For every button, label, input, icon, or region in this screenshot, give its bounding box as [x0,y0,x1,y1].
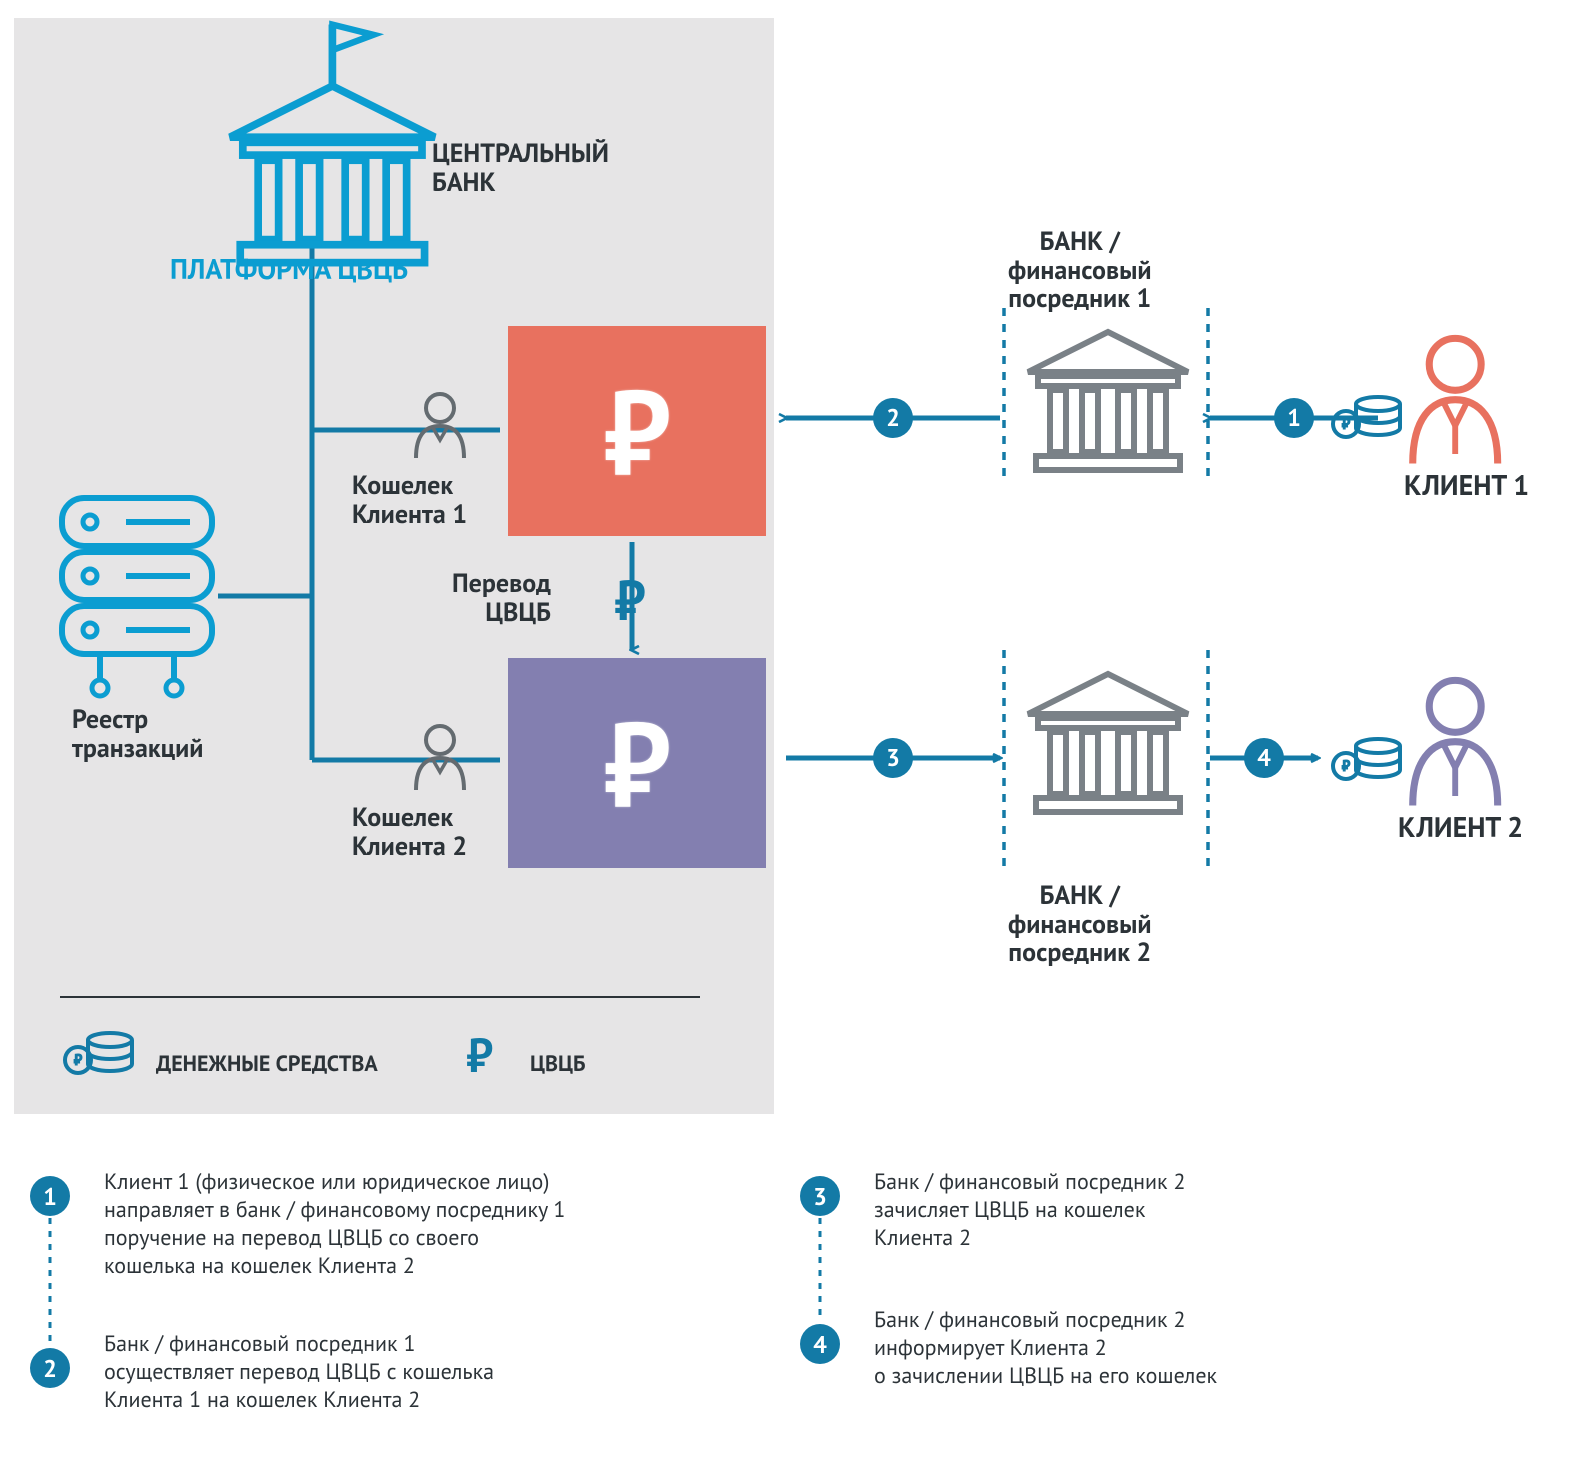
bank1-icon [1028,332,1188,470]
wallet1-ruble-icon: ₽ [603,354,671,509]
svg-text:2: 2 [886,402,900,433]
platform-label: ПЛАТФОРМА ЦВЦБ [170,254,408,285]
wallet1-label: Кошелек Клиента 1 [352,472,467,529]
wallet2-label: Кошелек Клиента 2 [352,804,467,861]
bank2-label: БАНК / финансовый посредник 2 [1008,882,1152,968]
central-bank-icon [230,25,435,263]
bank2-icon [1028,674,1188,812]
transfer-arrow: ₽ [614,542,646,650]
step-text-1: Клиент 1 (физическое или юридическое лиц… [104,1168,565,1281]
legend-money-label: ДЕНЕЖНЫЕ СРЕДСТВА [156,1052,378,1076]
legend-ruble-icon: ₽ [466,1024,493,1086]
legend-cbdc-label: ЦВЦБ [530,1052,586,1076]
wallet1-avatar-icon [416,394,464,458]
svg-text:1: 1 [1287,402,1301,433]
wallet2-ruble-icon: ₽ [603,686,671,841]
diagram-stage: ₽ ₽ [0,0,1594,1463]
step-badge-4: 4 [800,1324,840,1364]
client1-icon [1413,338,1498,463]
central-bank-label: ЦЕНТРАЛЬНЫЙ БАНК [432,140,609,197]
legend-coins-icon [65,1033,132,1073]
step-text-4: Банк / финансовый посредник 2 информируе… [874,1306,1217,1390]
bank-separators [1004,308,1208,866]
step-badge-2: 2 [30,1348,70,1388]
legend-separator [60,996,700,998]
transfer-ruble-icon: ₽ [614,564,646,636]
client2-icon [1413,680,1498,805]
bank1-label: БАНК / финансовый посредник 1 [1008,228,1152,314]
tx-registry-label: Реестр транзакций [72,706,203,763]
wallet2-box: ₽ [508,658,766,868]
client2-label: КЛИЕНТ 2 [1398,812,1523,843]
transfer-label: Перевод ЦВЦБ [452,570,551,627]
step-text-2: Банк / финансовый посредник 1 осуществля… [104,1330,494,1414]
svg-text:4: 4 [1257,742,1271,773]
step-text-3: Банк / финансовый посредник 2 зачисляет … [874,1168,1185,1252]
step-badge-3: 3 [800,1176,840,1216]
wallet1-box: ₽ [508,326,766,536]
client2-coins-icon [1333,739,1400,779]
client1-label: КЛИЕНТ 1 [1404,470,1529,501]
svg-text:3: 3 [886,742,900,773]
tx-registry-icon [62,498,212,696]
step-badge-1: 1 [30,1176,70,1216]
